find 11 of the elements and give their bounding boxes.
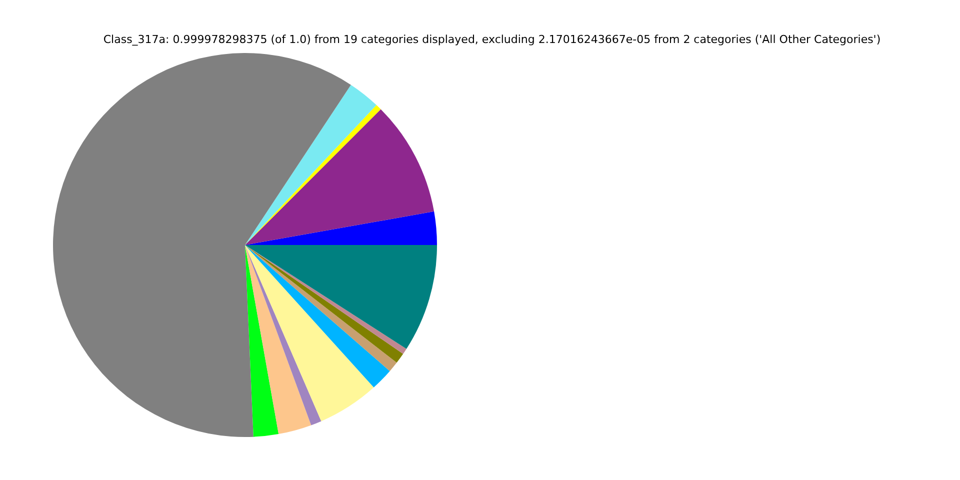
pie-slice (53, 53, 351, 437)
pie-slice (245, 211, 437, 245)
pie-slice (245, 245, 437, 349)
pie-slice (245, 84, 376, 245)
pie-slice (245, 245, 312, 434)
pie-slice (245, 245, 322, 426)
pie-slice (245, 109, 434, 245)
pie-slice (245, 105, 381, 245)
pie-slice (245, 245, 374, 422)
pie-slice (245, 245, 279, 437)
text: Class_317a: 0.999978298375 (of 1.0) from 19 categories displayed, excluding 2.17016243667e-05 from 2 categories ('All Other Categories') (103, 33, 881, 46)
